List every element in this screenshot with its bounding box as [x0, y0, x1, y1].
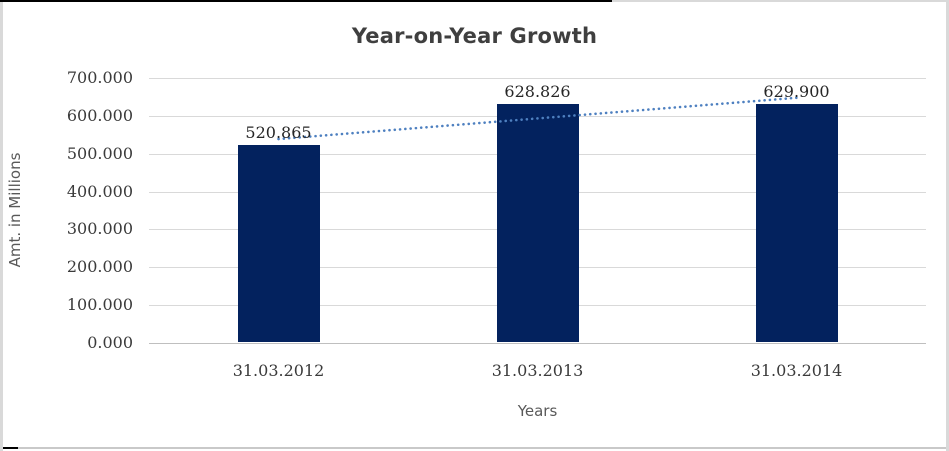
- x-axis-line: [149, 343, 926, 344]
- y-tick-label: 400.000: [66, 181, 133, 201]
- x-tick-label: 31.03.2014: [750, 361, 843, 380]
- y-tick-label: 600.000: [66, 105, 133, 125]
- y-tick-label: 0.000: [87, 333, 133, 352]
- data-label: 628.826: [504, 81, 571, 101]
- frame-border-top: [0, 0, 949, 2]
- x-tick-label: 31.03.2012: [232, 361, 325, 380]
- bar: [755, 103, 838, 342]
- y-tick-label: 300.000: [66, 219, 133, 239]
- trendline: [277, 96, 798, 141]
- y-axis-title: Amt. in Millions: [6, 152, 24, 268]
- plot-area: [149, 78, 926, 344]
- chart-title: Year-on-Year Growth: [351, 24, 598, 48]
- frame-border-bottom: [0, 447, 949, 449]
- frame-border-left: [0, 2, 3, 451]
- frame-border-right: [946, 2, 949, 451]
- x-axis-title: Years: [517, 402, 558, 420]
- data-label: 629.900: [763, 81, 830, 101]
- data-label: 520.865: [245, 122, 312, 142]
- y-tick-label: 200.000: [66, 257, 133, 277]
- bar: [237, 144, 320, 342]
- y-tick-label: 500.000: [66, 143, 133, 163]
- y-tick-label: 700.000: [66, 68, 133, 87]
- x-tick-label: 31.03.2013: [491, 361, 584, 380]
- bar: [496, 103, 579, 342]
- y-tick-label: 100.000: [66, 295, 133, 315]
- gridline: [149, 78, 926, 79]
